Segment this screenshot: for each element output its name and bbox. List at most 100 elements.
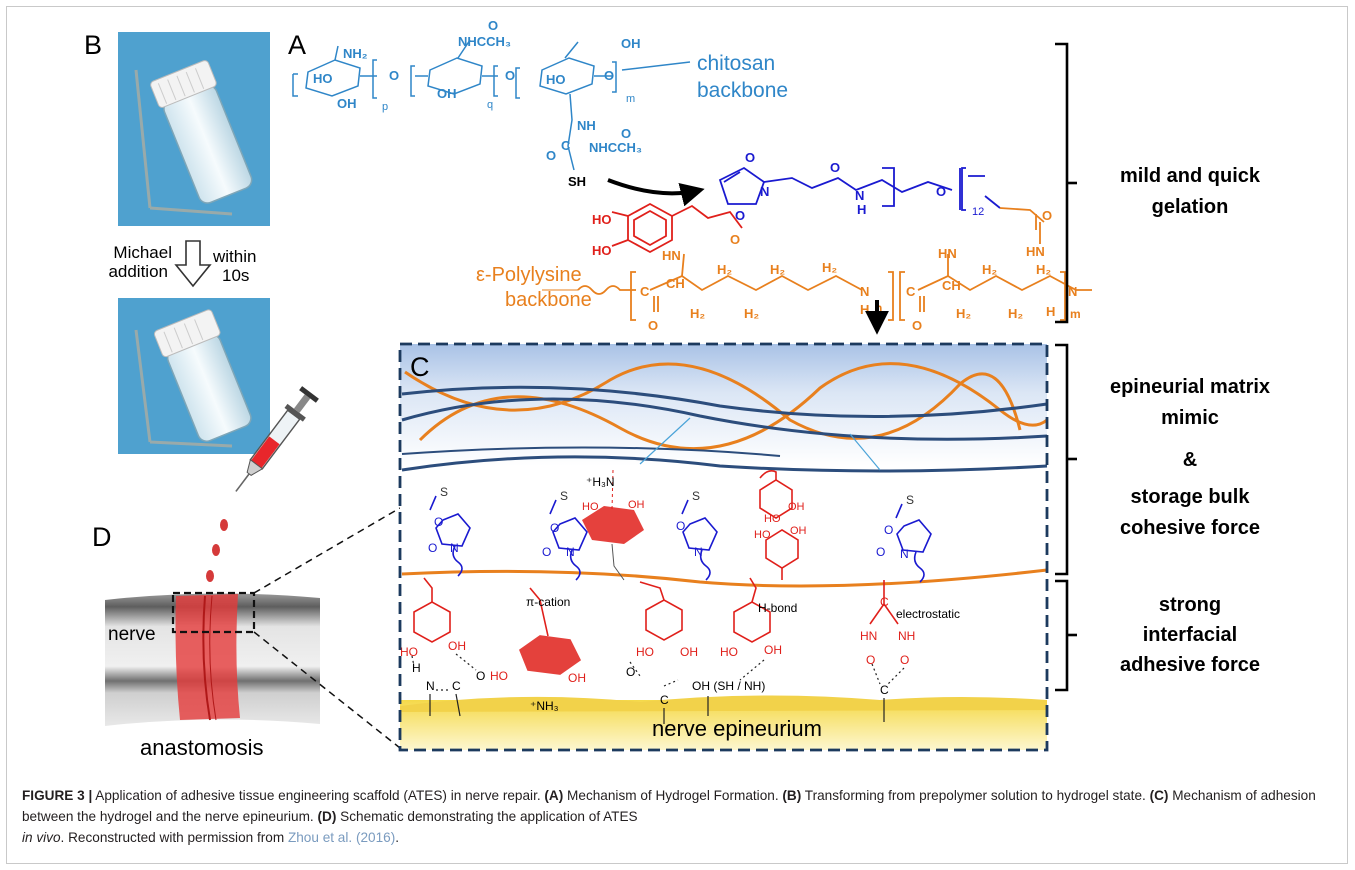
svg-text:HO: HO	[592, 243, 612, 258]
svg-text:NH: NH	[577, 118, 596, 133]
svg-text:NHCCH₃: NHCCH₃	[589, 140, 642, 155]
svg-text:⁺NH₃: ⁺NH₃	[530, 699, 559, 713]
polylysine-groups: HN O C CH O H₂ H₂ H₂ H₂ H₂ N H n C O HN …	[640, 232, 1081, 333]
svg-text:S: S	[906, 493, 914, 507]
lower-labels: HO OH π-cation HO OH ⁺NH₃ HO OH H-bond H…	[400, 595, 960, 713]
catechol-group	[611, 202, 743, 254]
caption-d: (D)	[317, 809, 337, 824]
svg-text:⁺H₃N: ⁺H₃N	[586, 475, 615, 489]
linker-groups: O O N O N H O 12	[735, 150, 984, 223]
svg-text:electrostatic: electrostatic	[896, 607, 960, 621]
svg-text:O: O	[505, 68, 515, 83]
linker-heteroatoms: OO N OO N ON OO N	[428, 515, 909, 561]
svg-text:O: O	[676, 519, 685, 533]
svg-text:12: 12	[972, 206, 984, 218]
svg-text:OH: OH	[568, 671, 586, 685]
svg-text:OH: OH	[680, 645, 698, 659]
svg-text:O: O	[884, 523, 893, 537]
svg-text:C: C	[452, 679, 461, 693]
svg-text:N: N	[1068, 284, 1077, 299]
polylysine-label: ε-Polylysine	[476, 264, 582, 286]
chitosan-backbone-label: backbone	[697, 79, 788, 102]
svg-text:H: H	[412, 661, 421, 675]
svg-text:H-bond: H-bond	[758, 601, 797, 615]
svg-text:O: O	[389, 68, 399, 83]
brackets	[1055, 42, 1077, 692]
svg-text:O: O	[626, 665, 635, 679]
upper-cation-pi: ⁺H₃N HO OH	[582, 469, 645, 581]
svg-text:NH₂: NH₂	[343, 46, 368, 61]
svg-text:O: O	[546, 148, 556, 163]
caption-figure-number: FIGURE 3 |	[22, 788, 93, 803]
zoom-box	[171, 591, 256, 634]
svg-text:O: O	[730, 232, 740, 247]
svg-text:adhesive force: adhesive force	[1120, 654, 1260, 676]
svg-text:&: &	[1183, 449, 1197, 471]
linker-tail	[999, 207, 1045, 244]
svg-text:p: p	[382, 101, 388, 113]
drop	[212, 544, 220, 556]
svg-text:C: C	[640, 284, 650, 299]
caption-text-b: Transforming from prepolymer solution to…	[801, 788, 1150, 803]
citation-link[interactable]: Zhou et al. (2016)	[287, 830, 396, 845]
panel-label-c: C	[410, 352, 430, 382]
epineurium-anchors	[429, 693, 885, 724]
svg-text:HO: HO	[490, 669, 508, 683]
svg-text:cohesive force: cohesive force	[1120, 517, 1260, 539]
svg-text:N: N	[855, 188, 864, 203]
drop	[206, 570, 214, 582]
svg-text:H₂: H₂	[1036, 262, 1051, 277]
svg-text:CH: CH	[666, 276, 685, 291]
caption-a: (A)	[544, 788, 564, 803]
svg-text:NHCCH₃: NHCCH₃	[458, 34, 511, 49]
svg-text:O: O	[900, 653, 909, 667]
svg-text:mild and quick: mild and quick	[1120, 165, 1261, 187]
svg-text:C: C	[906, 284, 916, 299]
svg-text:O: O	[428, 541, 437, 555]
caption-text: Application of adhesive tissue engineeri…	[92, 788, 545, 803]
svg-text:gelation: gelation	[1152, 196, 1229, 218]
svg-text:HO: HO	[546, 72, 566, 87]
svg-text:O: O	[876, 545, 885, 559]
svg-text:epineurial matrix: epineurial matrix	[1110, 376, 1270, 398]
svg-text:C: C	[880, 595, 889, 609]
svg-text:N: N	[694, 545, 703, 559]
vial-photo-after	[118, 298, 270, 454]
svg-text:N: N	[760, 184, 769, 199]
svg-text:H₂: H₂	[770, 262, 785, 277]
figure-3-illustration: B A D Michael addition within 10s	[84, 18, 1270, 760]
caption-c: (C)	[1149, 788, 1169, 803]
panel-label-a: A	[288, 30, 306, 60]
nerve-label: nerve	[108, 624, 156, 645]
svg-text:OH: OH	[437, 86, 457, 101]
svg-text:C: C	[561, 138, 571, 153]
svg-text:storage bulk: storage bulk	[1131, 486, 1251, 508]
drop	[220, 519, 228, 531]
svg-text:OH: OH	[448, 639, 466, 653]
upper-catechol-oh: OH HO HO OH	[754, 501, 807, 541]
svg-text:H₂: H₂	[744, 306, 759, 321]
svg-text:mimic: mimic	[1161, 407, 1219, 429]
svg-text:N: N	[450, 541, 459, 555]
svg-text:O: O	[542, 545, 551, 559]
chitosan-structure	[292, 39, 691, 171]
svg-text:N: N	[426, 679, 435, 693]
panel-c-box	[400, 344, 1048, 750]
svg-text:N: N	[566, 545, 575, 559]
svg-text:H₂: H₂	[822, 260, 837, 275]
svg-text:H₂: H₂	[982, 262, 997, 277]
svg-text:O: O	[476, 669, 485, 683]
svg-text:O: O	[745, 150, 755, 165]
svg-text:O: O	[912, 318, 922, 333]
caption-in-vivo: in vivo	[22, 830, 61, 845]
svg-text:O: O	[735, 208, 745, 223]
svg-text:OH: OH	[621, 36, 641, 51]
svg-text:O: O	[830, 160, 840, 175]
svg-text:HO: HO	[754, 529, 771, 541]
svg-text:O: O	[866, 653, 875, 667]
right-labels: mild and quick gelation epineurial matri…	[1110, 165, 1270, 676]
panel-label-d: D	[92, 522, 112, 552]
thioether-linkers	[429, 495, 932, 583]
svg-text:q: q	[487, 99, 493, 111]
linker-o: O	[1042, 208, 1052, 223]
